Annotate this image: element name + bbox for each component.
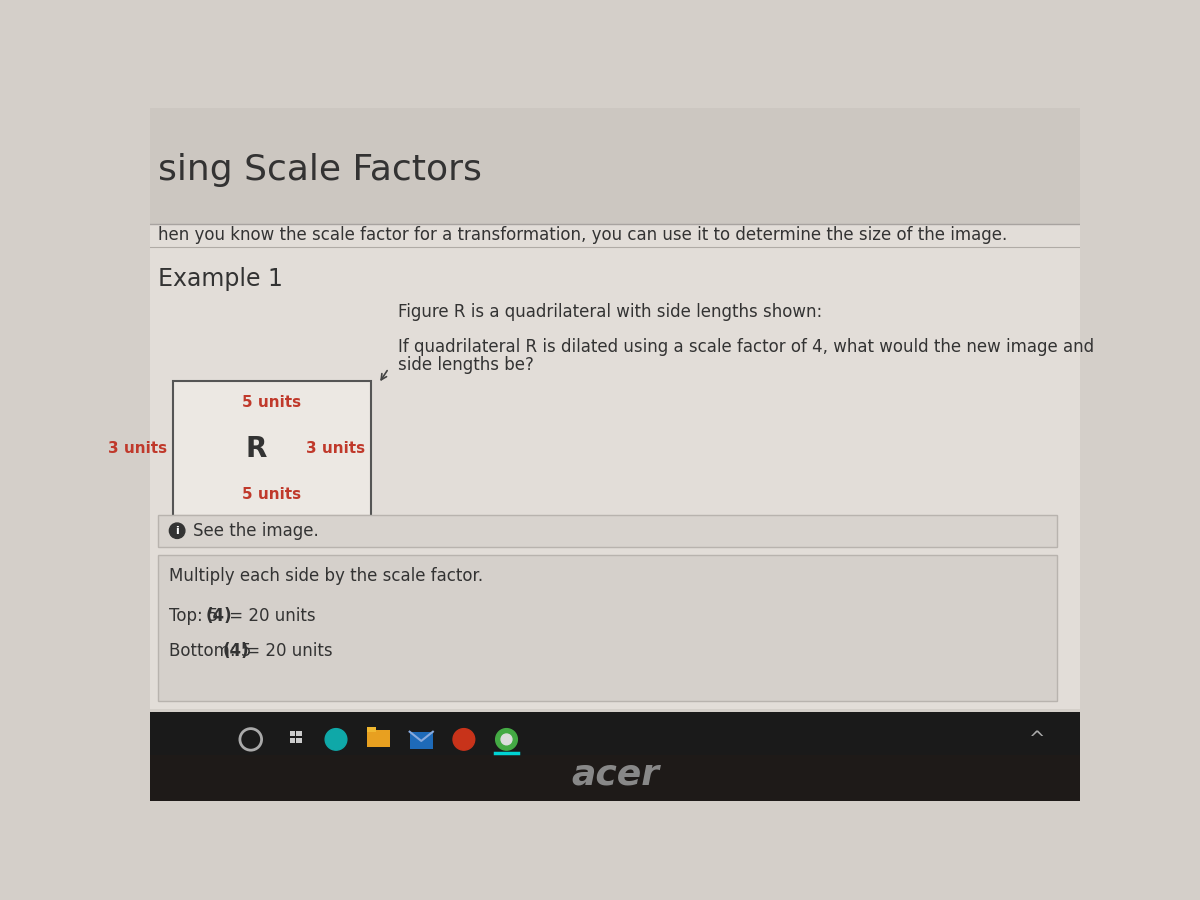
- Circle shape: [169, 523, 185, 538]
- Circle shape: [502, 734, 512, 745]
- Bar: [296, 738, 302, 743]
- Text: 5 units: 5 units: [242, 487, 301, 502]
- Bar: [289, 738, 295, 743]
- Text: Bottom: 5: Bottom: 5: [169, 642, 257, 660]
- Bar: [150, 201, 1080, 708]
- Text: (4): (4): [223, 642, 250, 660]
- Text: sing Scale Factors: sing Scale Factors: [157, 153, 481, 186]
- Text: 3 units: 3 units: [306, 441, 365, 456]
- Text: 5 units: 5 units: [242, 395, 301, 410]
- Text: ^: ^: [1030, 730, 1045, 749]
- Bar: [157, 554, 1057, 701]
- Text: (4): (4): [206, 608, 233, 625]
- Text: Top: 5: Top: 5: [169, 608, 224, 625]
- Text: Figure R is a quadrilateral with side lengths shown:: Figure R is a quadrilateral with side le…: [398, 303, 822, 321]
- Circle shape: [454, 729, 475, 751]
- Text: acer: acer: [571, 757, 659, 791]
- Text: If quadrilateral R is dilated using a scale factor of 4, what would the new imag: If quadrilateral R is dilated using a sc…: [398, 338, 1094, 356]
- Bar: [150, 108, 1080, 223]
- Circle shape: [496, 729, 517, 751]
- Text: 3 units: 3 units: [108, 441, 167, 456]
- Bar: [367, 730, 390, 747]
- Text: R: R: [246, 435, 268, 463]
- Bar: [150, 713, 1080, 801]
- Bar: [367, 727, 377, 732]
- Text: hen you know the scale factor for a transformation, you can use it to determine : hen you know the scale factor for a tran…: [157, 226, 1007, 244]
- Bar: [289, 731, 295, 736]
- Bar: [150, 755, 1080, 801]
- Text: i: i: [175, 526, 179, 536]
- Text: side lengths be?: side lengths be?: [398, 356, 534, 374]
- Text: = 20 units: = 20 units: [241, 642, 334, 660]
- Text: Multiply each side by the scale factor.: Multiply each side by the scale factor.: [169, 567, 484, 585]
- Text: See the image.: See the image.: [193, 522, 318, 540]
- Polygon shape: [409, 732, 433, 749]
- Text: Example 1: Example 1: [157, 267, 283, 291]
- Circle shape: [325, 729, 347, 751]
- Text: = 20 units: = 20 units: [224, 608, 316, 625]
- Bar: [296, 731, 302, 736]
- Bar: [157, 515, 1057, 547]
- Bar: [173, 382, 371, 516]
